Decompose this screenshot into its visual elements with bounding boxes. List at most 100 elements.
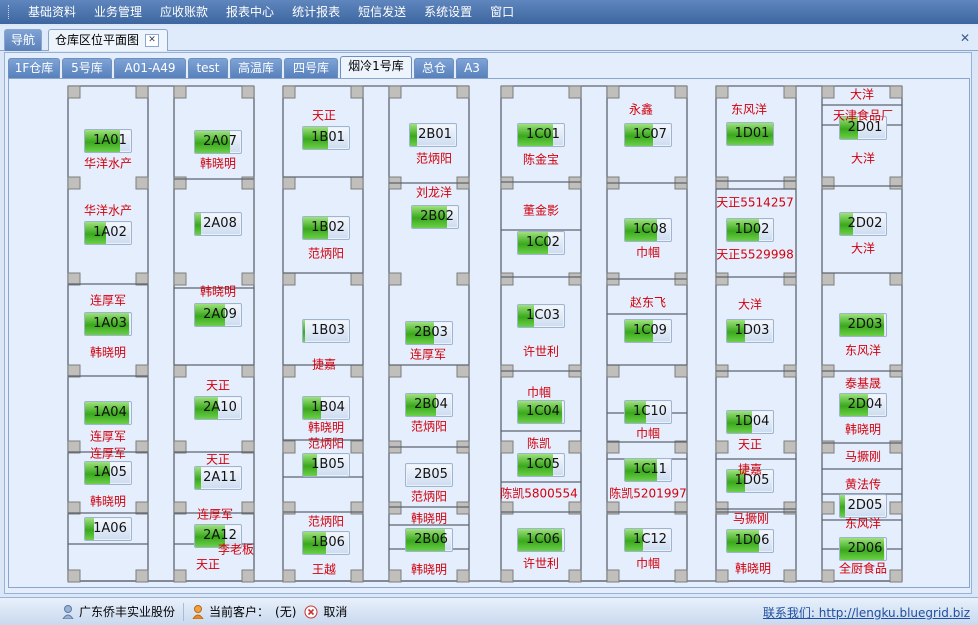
storage-bin-1a03[interactable]: 1A03 [84,312,132,336]
storage-bin-1a06[interactable]: 1A06 [84,517,132,541]
bin-fill-level [195,397,218,419]
storage-bin-1b06[interactable]: 1B06 [302,531,350,555]
storage-bin-1b01[interactable]: 1B01 [302,126,350,150]
contact-link[interactable]: 联系我们: http://lengku.bluegrid.biz [762,606,970,620]
tab-a01-a49[interactable]: A01-A49 [114,58,186,78]
storage-bin-1a02[interactable]: 1A02 [84,221,132,245]
storage-bin-2a08[interactable]: 2A08 [194,212,242,236]
storage-bin-1c03[interactable]: 1C03 [517,304,565,328]
cancel-button[interactable]: 取消 [323,605,348,619]
customer-label: 天正 [205,452,231,467]
bin-code: 1A04 [93,405,127,420]
pillar [173,176,187,190]
pillar [606,364,620,378]
pillar [241,176,255,190]
storage-bin-1c07[interactable]: 1C07 [624,123,672,147]
pillar [568,569,582,583]
storage-bin-1c05[interactable]: 1C05 [517,453,565,477]
tab-a3[interactable]: A3 [456,58,488,78]
storage-bin-1c11[interactable]: 1C11 [624,458,672,482]
customer-label: 王越 [311,562,337,577]
storage-bin-2a10[interactable]: 2A10 [194,396,242,420]
storage-bin-1d06[interactable]: 1D06 [726,529,774,553]
bin-code: 1C09 [633,323,667,338]
pillar [67,501,81,515]
bin-fill-level [195,304,225,326]
pillar [715,440,729,454]
tab-5[interactable]: 5号库 [62,58,112,78]
storage-bin-1c06[interactable]: 1C06 [517,528,565,552]
storage-bin-2b04[interactable]: 2B04 [405,393,453,417]
menu-settings[interactable]: 系统设置 [424,5,473,19]
storage-bin-2d02[interactable]: 2D02 [839,212,887,236]
tab-high-temp[interactable]: 高温库 [230,58,282,78]
storage-bin-1c02[interactable]: 1C02 [517,231,565,255]
storage-bin-2b06[interactable]: 2B06 [405,528,453,552]
bin-code: 1C04 [526,404,560,419]
storage-bin-2d03[interactable]: 2D03 [839,313,887,337]
bin-code: 2D01 [847,120,883,135]
menu-basic-data[interactable]: 基础资料 [28,5,77,19]
pillar [568,501,582,515]
tab-yanleng-1[interactable]: 烟冷1号库 [340,56,412,78]
storage-bin-2d01[interactable]: 2D01 [839,116,887,140]
close-window-icon[interactable]: ✕ [959,31,970,45]
pillar [388,501,402,515]
bin-code: 2B05 [414,467,448,482]
tab-main[interactable]: 总仓 [414,58,454,78]
storage-bin-1c04[interactable]: 1C04 [517,400,565,424]
storage-bin-1c01[interactable]: 1C01 [517,123,565,147]
tab-1f[interactable]: 1F仓库 [8,58,60,78]
bin-fill-level [727,470,746,492]
storage-bin-2a12[interactable]: 2A12 [194,524,242,548]
pillar [173,272,187,286]
storage-bin-1c12[interactable]: 1C12 [624,528,672,552]
storage-bin-1b03[interactable]: 1B03 [302,319,350,343]
storage-bin-1a05[interactable]: 1A05 [84,461,132,485]
customer-label: 捷嘉 [311,357,337,372]
storage-bin-1b05[interactable]: 1B05 [302,453,350,477]
storage-bin-1c08[interactable]: 1C08 [624,218,672,242]
bin-fill-level [303,127,329,149]
storage-bin-2a09[interactable]: 2A09 [194,303,242,327]
menu-statistics[interactable]: 统计报表 [292,5,341,19]
pillar [568,176,582,190]
pillar [135,272,149,286]
storage-bin-1c09[interactable]: 1C09 [624,319,672,343]
storage-bin-2b02[interactable]: 2B02 [411,205,459,229]
tab-warehouse-map[interactable]: 仓库区位平面图 ✕ [48,29,168,51]
cancel-icon[interactable] [304,605,318,619]
storage-bin-1a04[interactable]: 1A04 [84,401,132,425]
menu-business[interactable]: 业务管理 [94,5,143,19]
menu-reports[interactable]: 报表中心 [226,5,275,19]
menu-sms[interactable]: 短信发送 [358,5,407,19]
menu-grip [8,5,11,19]
bin-code: 2A07 [203,134,237,149]
storage-bin-2d04[interactable]: 2D04 [839,393,887,417]
tab-4[interactable]: 四号库 [284,58,338,78]
storage-bin-2a07[interactable]: 2A07 [194,130,242,154]
storage-bin-1d05[interactable]: 1D05 [726,469,774,493]
storage-bin-1b02[interactable]: 1B02 [302,216,350,240]
storage-bin-1c10[interactable]: 1C10 [624,400,672,424]
storage-bin-2b05[interactable]: 2B05 [405,463,453,487]
storage-bin-1d01[interactable]: 1D01 [726,122,774,146]
storage-bin-1d02[interactable]: 1D02 [726,218,774,242]
storage-bin-1d03[interactable]: 1D03 [726,319,774,343]
storage-bin-2d05[interactable]: 2D05 [839,494,887,518]
pillar [135,364,149,378]
storage-bin-1a01[interactable]: 1A01 [84,129,132,153]
menu-receivables[interactable]: 应收账款 [160,5,209,19]
menu-window[interactable]: 窗口 [490,5,515,19]
pillar [135,85,149,99]
tab-navigation[interactable]: 导航 [4,29,43,51]
storage-bin-2a11[interactable]: 2A11 [194,466,242,490]
storage-bin-2b01[interactable]: 2B01 [409,123,457,147]
storage-bin-1d04[interactable]: 1D04 [726,410,774,434]
tab-test[interactable]: test [188,58,228,78]
storage-bin-2b03[interactable]: 2B03 [405,321,453,345]
pillar [173,364,187,378]
storage-bin-2d06[interactable]: 2D06 [839,537,887,561]
storage-bin-1b04[interactable]: 1B04 [302,396,350,420]
close-tab-icon[interactable]: ✕ [145,34,160,47]
